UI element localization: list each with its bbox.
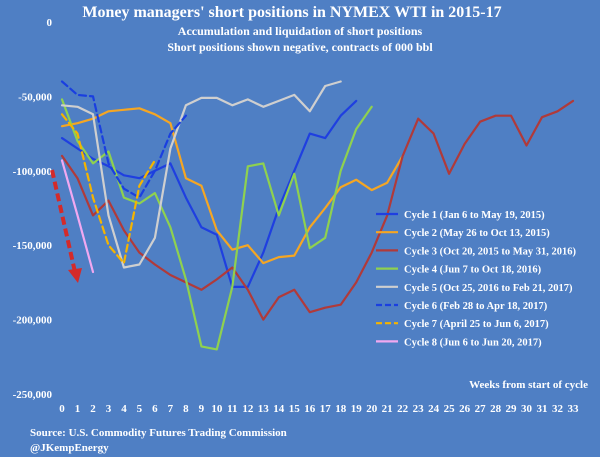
- x-tick-label: 19: [351, 403, 363, 415]
- x-tick-label: 8: [183, 403, 189, 415]
- x-tick-label: 23: [413, 403, 425, 415]
- legend: Cycle 1 (Jan 6 to May 19, 2015) Cycle 2 (…: [376, 210, 577, 348]
- series-line-cycle-3: [60, 99, 575, 321]
- red-arrow-head: [68, 268, 82, 283]
- x-tick-label: 6: [152, 403, 158, 415]
- x-tick-label: 16: [304, 403, 316, 415]
- x-tick-label: 22: [397, 403, 409, 415]
- x-tick-label: 27: [475, 403, 487, 415]
- x-tick-label: 17: [320, 403, 332, 415]
- x-tick-label: 2: [90, 403, 96, 415]
- series-layer: [60, 80, 575, 351]
- x-axis: 0 1 2 3 4 5 6 7 8 9 10 11 12 13 14 15 16 17 18 19 20 21 22 23 24…: [59, 403, 579, 415]
- x-tick-label: 20: [366, 403, 378, 415]
- y-axis: 0 -50,000 -100,000 -150,000 -200,000 -250,000: [13, 17, 53, 401]
- series-line-cycle-7: [60, 113, 156, 265]
- x-tick-label: 14: [273, 403, 285, 415]
- legend-label-cycle-3: Cycle 3 (Oct 20, 2015 to May 31, 2016): [404, 246, 577, 257]
- x-tick-label: 25: [444, 403, 456, 415]
- x-tick-label: 12: [242, 403, 254, 415]
- x-tick-label: 1: [75, 403, 81, 415]
- x-tick-label: 9: [199, 403, 205, 415]
- red-arrow-shaft: [50, 169, 77, 273]
- x-tick-label: 29: [506, 403, 518, 415]
- x-tick-label: 15: [289, 403, 301, 415]
- x-tick-label: 33: [568, 403, 580, 415]
- x-tick-label: 26: [459, 403, 471, 415]
- chart-subtitle-2: Short positions shown negative, contract…: [167, 40, 433, 54]
- legend-label-cycle-1: Cycle 1 (Jan 6 to May 19, 2015): [404, 210, 545, 221]
- x-tick-label: 21: [382, 403, 393, 415]
- y-tick-label: -250,000: [13, 389, 53, 401]
- x-tick-label: 7: [168, 403, 174, 415]
- twitter-handle: @JKempEnergy: [30, 442, 109, 454]
- y-tick-label: -50,000: [18, 91, 52, 103]
- chart-subtitle-1: Accumulation and liquidation of short po…: [178, 24, 423, 38]
- y-tick-label: 0: [47, 17, 53, 29]
- x-tick-label: 10: [211, 403, 223, 415]
- chart-title: Money managers' short positions in NYMEX…: [82, 4, 501, 21]
- legend-label-cycle-5: Cycle 5 (Oct 25, 2016 to Feb 21, 2017): [404, 283, 573, 294]
- y-tick-label: -100,000: [13, 166, 53, 178]
- x-tick-label: 5: [137, 403, 143, 415]
- x-axis-label: Weeks from start of cycle: [469, 379, 588, 391]
- series-line-cycle-2: [60, 107, 404, 265]
- source-note: Source: U.S. Commodity Futures Trading C…: [30, 427, 287, 439]
- x-tick-label: 24: [428, 403, 440, 415]
- x-tick-label: 4: [121, 403, 127, 415]
- legend-label-cycle-6: Cycle 6 (Feb 28 to Apr 18, 2017): [404, 301, 548, 312]
- series-line-cycle-6: [60, 80, 187, 199]
- x-tick-label: 28: [490, 403, 502, 415]
- x-tick-label: 11: [227, 403, 237, 415]
- legend-label-cycle-4: Cycle 4 (Jun 7 to Oct 18, 2016): [404, 265, 542, 276]
- x-tick-label: 31: [537, 403, 548, 415]
- x-tick-label: 30: [521, 403, 533, 415]
- series-line-cycle-4: [60, 98, 373, 351]
- x-tick-label: 18: [335, 403, 347, 415]
- legend-label-cycle-2: Cycle 2 (May 26 to Oct 13, 2015): [404, 228, 550, 239]
- y-tick-label: -150,000: [13, 240, 53, 252]
- series-line-cycle-5: [60, 80, 342, 269]
- y-tick-label: -200,000: [13, 315, 53, 327]
- x-tick-label: 0: [59, 403, 65, 415]
- red-arrow: [50, 169, 82, 283]
- x-tick-label: 3: [106, 403, 112, 415]
- x-tick-label: 32: [552, 403, 564, 415]
- x-tick-label: 13: [258, 403, 270, 415]
- series-line-cycle-8: [60, 159, 95, 274]
- legend-label-cycle-7: Cycle 7 (April 25 to Jun 6, 2017): [404, 319, 549, 330]
- legend-label-cycle-8: Cycle 8 (Jun 6 to Jun 20, 2017): [404, 337, 542, 348]
